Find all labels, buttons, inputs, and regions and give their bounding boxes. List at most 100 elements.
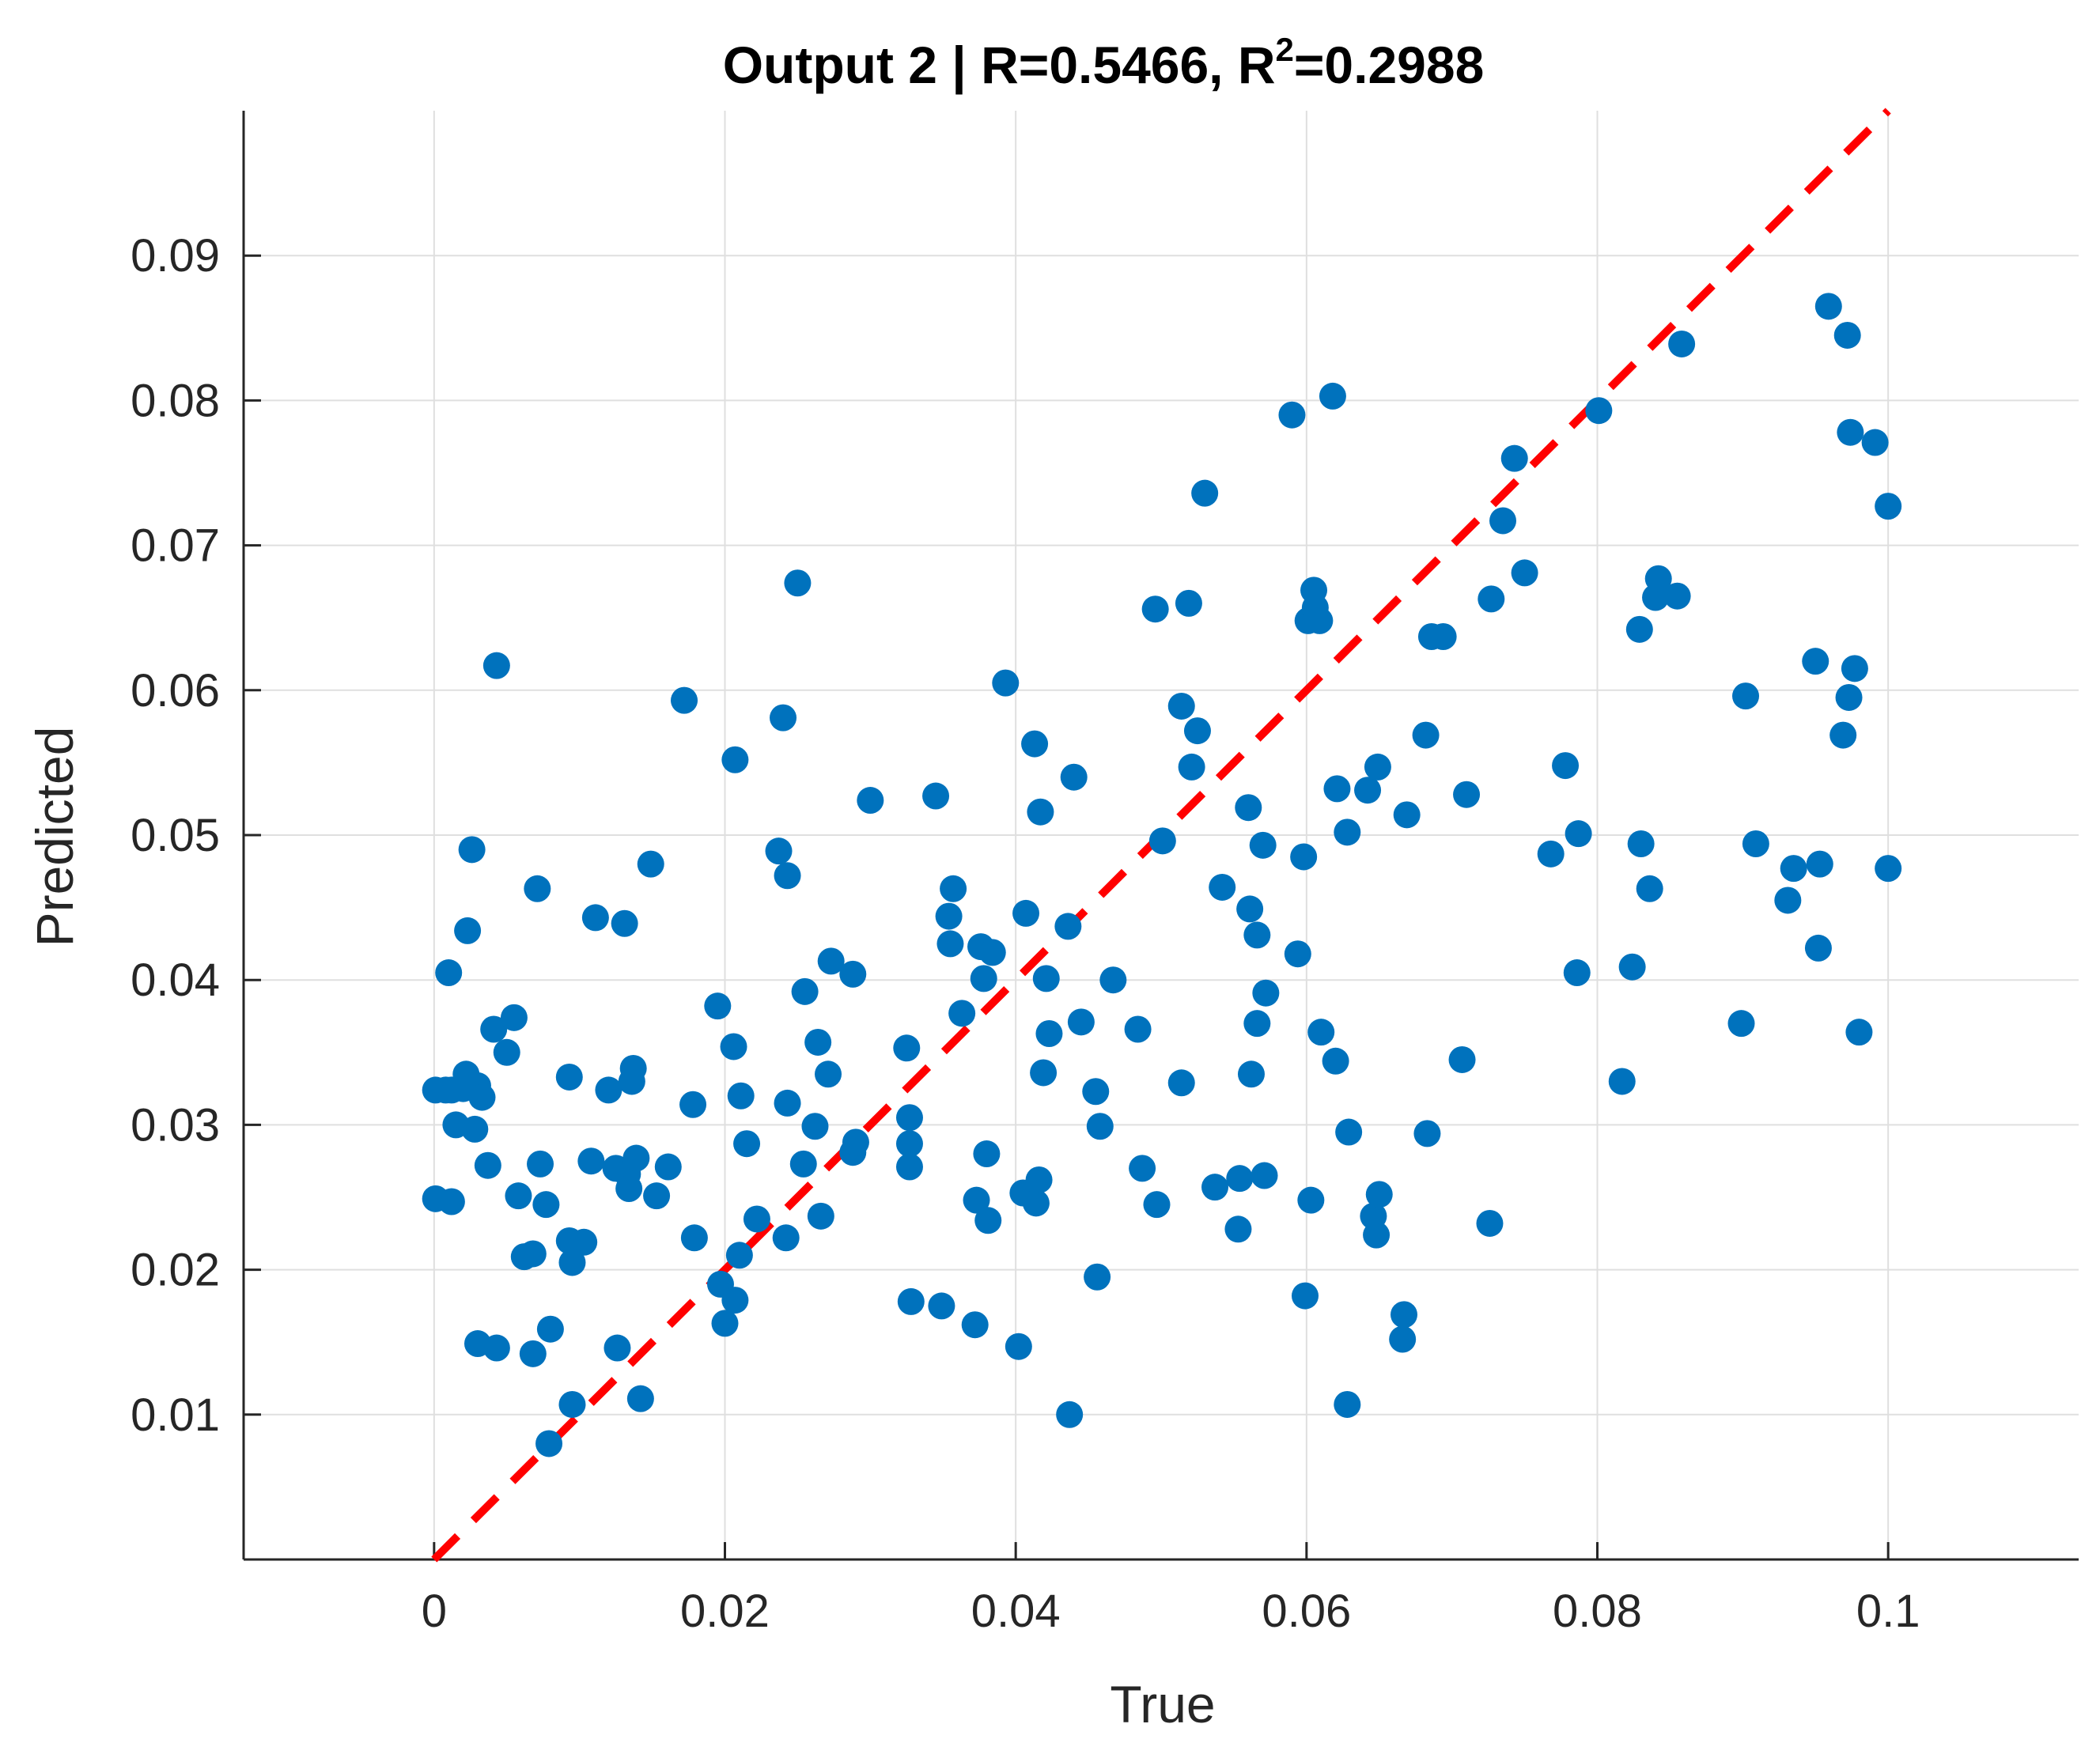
data-point xyxy=(1201,1174,1229,1201)
data-point xyxy=(721,746,749,773)
data-point xyxy=(895,1130,923,1158)
x-axis-title: True xyxy=(1110,1675,1215,1733)
x-tick-label: 0.04 xyxy=(971,1586,1061,1637)
data-point xyxy=(1644,565,1672,592)
data-point xyxy=(1363,1221,1391,1249)
data-point xyxy=(1012,899,1040,927)
x-tick-label: 0 xyxy=(422,1586,447,1637)
data-point xyxy=(1025,1166,1053,1194)
chart-title: Output 2 | R=0.5466, R2=0.2988 xyxy=(723,31,1485,96)
x-tick-label: 0.06 xyxy=(1262,1586,1351,1637)
data-point xyxy=(1322,1047,1349,1075)
data-point xyxy=(1608,1068,1636,1095)
data-point xyxy=(1413,1120,1441,1147)
data-point xyxy=(1129,1155,1156,1182)
data-point xyxy=(500,1004,528,1031)
data-point xyxy=(1837,418,1864,446)
data-point xyxy=(1236,895,1264,923)
chart-title-main: Output 2 | R=0.5466, R xyxy=(723,36,1276,96)
data-point xyxy=(461,1115,489,1143)
data-point xyxy=(1278,401,1306,429)
data-point xyxy=(535,1430,563,1457)
data-point xyxy=(1099,966,1127,994)
data-point xyxy=(1175,589,1202,617)
x-tick-label: 0.02 xyxy=(680,1586,770,1637)
data-point xyxy=(733,1130,761,1158)
data-point xyxy=(804,1028,832,1056)
data-point xyxy=(480,1015,508,1043)
data-point xyxy=(454,917,482,944)
data-point xyxy=(482,1334,510,1362)
data-point xyxy=(1453,781,1481,808)
data-point xyxy=(1636,875,1663,902)
data-point xyxy=(1005,1333,1032,1360)
data-point xyxy=(1500,444,1528,472)
data-point xyxy=(1875,493,1902,520)
data-point xyxy=(1861,429,1889,456)
data-point xyxy=(784,569,812,597)
data-point xyxy=(493,1038,520,1066)
data-point xyxy=(1082,1078,1110,1106)
data-point xyxy=(1478,585,1505,613)
data-point xyxy=(1618,953,1646,981)
data-point xyxy=(928,1292,955,1320)
data-point xyxy=(1829,721,1857,749)
data-point xyxy=(1022,1189,1050,1217)
y-tick-label: 0.06 xyxy=(131,665,220,716)
data-point xyxy=(468,1083,496,1111)
data-point xyxy=(1178,753,1205,781)
data-point xyxy=(1389,1325,1417,1353)
tick-labels: 0 0.02 0.04 0.06 0.08 0.1 0.01 0.02 0.03 0.04 0.05… xyxy=(131,230,1920,1637)
data-point xyxy=(973,1140,1001,1168)
data-point xyxy=(1668,330,1696,357)
data-point xyxy=(1183,717,1211,745)
data-point xyxy=(622,1144,650,1172)
data-point xyxy=(1021,730,1049,758)
data-point xyxy=(1067,1008,1095,1036)
data-point xyxy=(1780,855,1807,883)
data-point xyxy=(770,704,797,732)
data-point xyxy=(558,1390,586,1418)
data-point xyxy=(1323,775,1351,803)
data-point xyxy=(637,850,664,878)
data-point xyxy=(1354,777,1382,804)
data-point xyxy=(1290,843,1318,871)
data-point xyxy=(1306,607,1334,634)
data-points xyxy=(422,293,1902,1457)
data-point xyxy=(1806,850,1833,878)
y-tick-label: 0.05 xyxy=(131,810,220,861)
data-point xyxy=(711,1310,739,1337)
data-point xyxy=(577,1147,605,1175)
data-point xyxy=(801,1113,829,1140)
data-point xyxy=(1237,1060,1265,1088)
data-point xyxy=(1307,1019,1335,1046)
data-point xyxy=(765,837,793,865)
data-point xyxy=(1841,655,1868,682)
data-point xyxy=(791,977,819,1005)
data-point xyxy=(581,904,609,932)
data-point xyxy=(772,1224,800,1252)
data-point xyxy=(1027,798,1054,826)
data-point xyxy=(807,1202,834,1230)
data-point xyxy=(1476,1209,1504,1237)
data-point xyxy=(1364,753,1391,781)
data-point xyxy=(1030,1059,1058,1087)
data-point xyxy=(1243,921,1271,949)
data-point xyxy=(482,652,510,679)
chart-title-superscript: 2 xyxy=(1276,31,1294,68)
data-point xyxy=(654,1153,682,1181)
data-point xyxy=(1429,623,1457,651)
data-point xyxy=(619,1054,647,1082)
data-point xyxy=(1235,794,1262,822)
data-point xyxy=(936,930,964,958)
data-point xyxy=(1141,595,1169,623)
x-tick-label: 0.08 xyxy=(1553,1586,1642,1637)
data-point xyxy=(671,686,698,714)
data-point xyxy=(1284,940,1311,968)
data-point xyxy=(1124,1015,1152,1043)
data-point xyxy=(970,965,997,992)
data-point xyxy=(1056,1401,1084,1428)
data-point xyxy=(774,862,801,890)
data-point xyxy=(1252,979,1280,1007)
